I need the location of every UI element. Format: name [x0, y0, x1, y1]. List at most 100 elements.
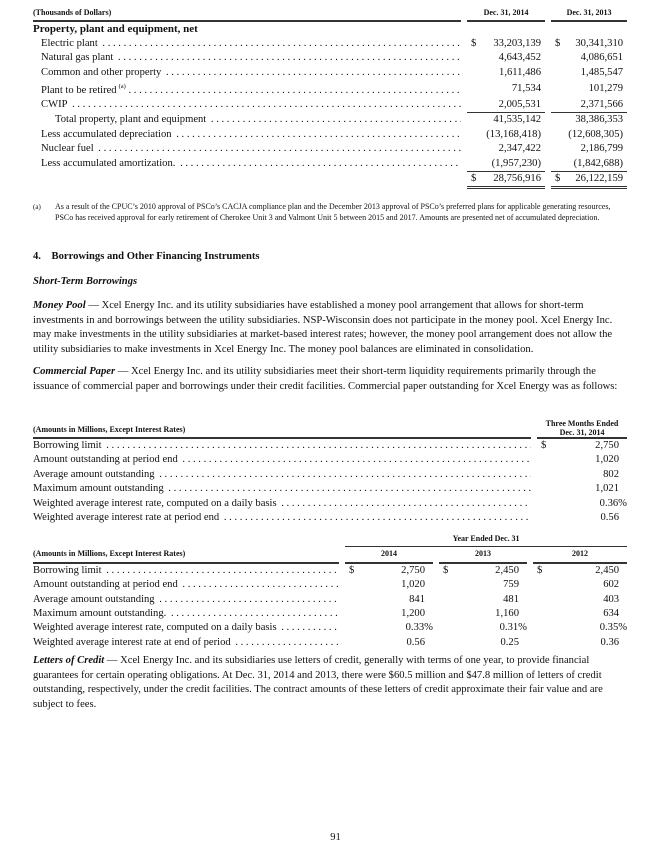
dollar-sign: [467, 142, 481, 156]
table-row: Borrowing limit $2,750: [33, 438, 627, 453]
table-row: Weighted average interest rate, computed…: [33, 497, 627, 511]
dollar-sign: $: [443, 564, 449, 576]
dollar-sign: [467, 66, 481, 80]
dollar-sign: $: [555, 37, 561, 49]
letters-of-credit-paragraph: Letters of Credit — Xcel Energy Inc. and…: [33, 654, 629, 712]
row-label: Average amount outstanding: [33, 593, 339, 607]
table-row: Maximum amount outstanding. 1,200 1,160 634: [33, 607, 627, 621]
table-row: Less accumulated depreciation (13,168,418…: [33, 128, 627, 142]
row-label: Maximum amount outstanding.: [33, 607, 339, 621]
row-label: Nuclear fuel: [33, 142, 461, 156]
dollar-sign: [467, 128, 481, 142]
value-2013: 2,371,566: [565, 97, 628, 114]
lead-term: Commercial Paper: [33, 366, 116, 377]
dollar-sign: $: [467, 171, 481, 190]
footnote: (a) As a result of the CPUC’s 2010 appro…: [33, 202, 629, 223]
value: 1,021: [595, 483, 620, 495]
dollar-sign: [551, 156, 566, 172]
value-2013: 38,386,353: [575, 114, 624, 126]
value-2014: 71,534: [511, 82, 542, 94]
dollar-sign: [533, 607, 547, 621]
row-label: Weighted average interest rate, computed…: [33, 497, 531, 511]
value-2014: 0.56: [406, 636, 425, 648]
page-number: 91: [330, 832, 341, 843]
table-row: Plant to be retired(a) 71,534 101,279: [33, 80, 627, 98]
value: 802: [603, 468, 620, 480]
cp-quarter-table: (Amounts in Millions, Except Interest Ra…: [33, 413, 629, 525]
value-2014: 1,200: [401, 608, 425, 620]
dollar-sign: [467, 113, 481, 128]
row-label: Less accumulated depreciation: [33, 128, 461, 142]
dollar-sign: $: [471, 37, 477, 49]
paragraph-text: — Xcel Energy Inc. and its utility subsi…: [33, 366, 618, 392]
row-label: Weighted average interest rate at period…: [33, 511, 531, 525]
cp-year-table: Year Ended Dec. 31 (Amounts in Millions,…: [33, 532, 629, 650]
dollar-sign: [467, 80, 481, 98]
table-row: Borrowing limit $2,750 $2,450 $2,450: [33, 563, 627, 578]
dollar-sign: [345, 607, 359, 621]
row-label: Borrowing limit: [33, 563, 339, 578]
footnote-ref: (a): [118, 83, 126, 91]
dollar-sign: [345, 621, 359, 635]
row-label: Weighted average interest rate at end of…: [33, 636, 339, 650]
value-2014: 1,611,486: [499, 66, 542, 78]
table-row: Average amount outstanding 841 481 403: [33, 593, 627, 607]
value-2014: 41,535,142: [493, 114, 542, 126]
value-2013: 4,086,651: [580, 52, 624, 64]
value-2013: 759: [503, 579, 519, 591]
row-label: CWIP: [33, 98, 461, 113]
dollar-sign: [439, 593, 453, 607]
unit-header: (Amounts in Millions, Except Interest Ra…: [33, 413, 531, 439]
value: 0.56: [600, 512, 620, 524]
dollar-sign: [467, 51, 481, 65]
lead-term: Letters of Credit: [33, 655, 105, 666]
value-2014: 2,750: [401, 564, 425, 576]
dollar-sign: [537, 497, 551, 511]
unit-header: (Thousands of Dollars): [33, 6, 461, 23]
value-2013: 0.31%: [499, 622, 527, 634]
dollar-sign: [533, 578, 547, 592]
col-header: 2012: [533, 546, 628, 564]
value-2014: 1,020: [401, 579, 425, 591]
value: 1,020: [595, 454, 620, 466]
dollar-sign: $: [349, 564, 355, 576]
dollar-sign: [551, 80, 565, 98]
row-label: Maximum amount outstanding: [33, 482, 531, 496]
value-2013: 481: [503, 593, 519, 605]
dollar-sign: [551, 97, 566, 114]
dollar-sign: $: [541, 440, 547, 451]
table-row: Electric plant $33,203,139 $30,341,310: [33, 37, 627, 51]
table-row: Natural gas plant 4,643,452 4,086,651: [33, 51, 627, 65]
value-2014: 2,005,531: [481, 97, 546, 114]
row-label: Electric plant: [33, 37, 461, 51]
section-heading: 4. Borrowings and Other Financing Instru…: [33, 251, 260, 262]
value-2013: 1,160: [495, 608, 519, 620]
row-label: Less accumulated amortization.: [33, 157, 461, 172]
value-2013: 2,450: [495, 564, 519, 576]
dollar-sign: [439, 636, 453, 650]
table-row: Total property, plant and equipment 41,53…: [33, 113, 627, 128]
dollar-sign: [537, 482, 551, 496]
table-row: Weighted average interest rate at end of…: [33, 636, 627, 650]
value-2013: 2,186,799: [580, 143, 624, 155]
row-label: Average amount outstanding: [33, 468, 531, 482]
value-2013: 1,485,547: [580, 66, 624, 78]
value-2012: 0.36: [600, 636, 620, 648]
col-header: 2014: [345, 546, 433, 564]
col-header: 2013: [439, 546, 527, 564]
section-label: Property, plant and equipment, net: [33, 23, 198, 36]
row-label: Common and other property: [33, 66, 461, 80]
paragraph-text: — Xcel Energy Inc. and its utility subsi…: [33, 300, 613, 355]
value-2014: 4,643,452: [498, 52, 542, 64]
table-row: Amount outstanding at period end 1,020 759…: [33, 578, 627, 592]
dollar-sign: [533, 593, 547, 607]
value: 0.36%: [599, 497, 628, 509]
total-value: 26,122,159: [565, 171, 628, 190]
footnote-text: As a result of the CPUC’s 2010 approval …: [55, 202, 611, 222]
money-pool-paragraph: Money Pool — Xcel Energy Inc. and its ut…: [33, 299, 629, 357]
table-row: Common and other property 1,611,486 1,485,…: [33, 66, 627, 80]
value-2012: 634: [603, 608, 620, 620]
value-2014: 841: [409, 593, 425, 605]
dollar-sign: [345, 593, 359, 607]
